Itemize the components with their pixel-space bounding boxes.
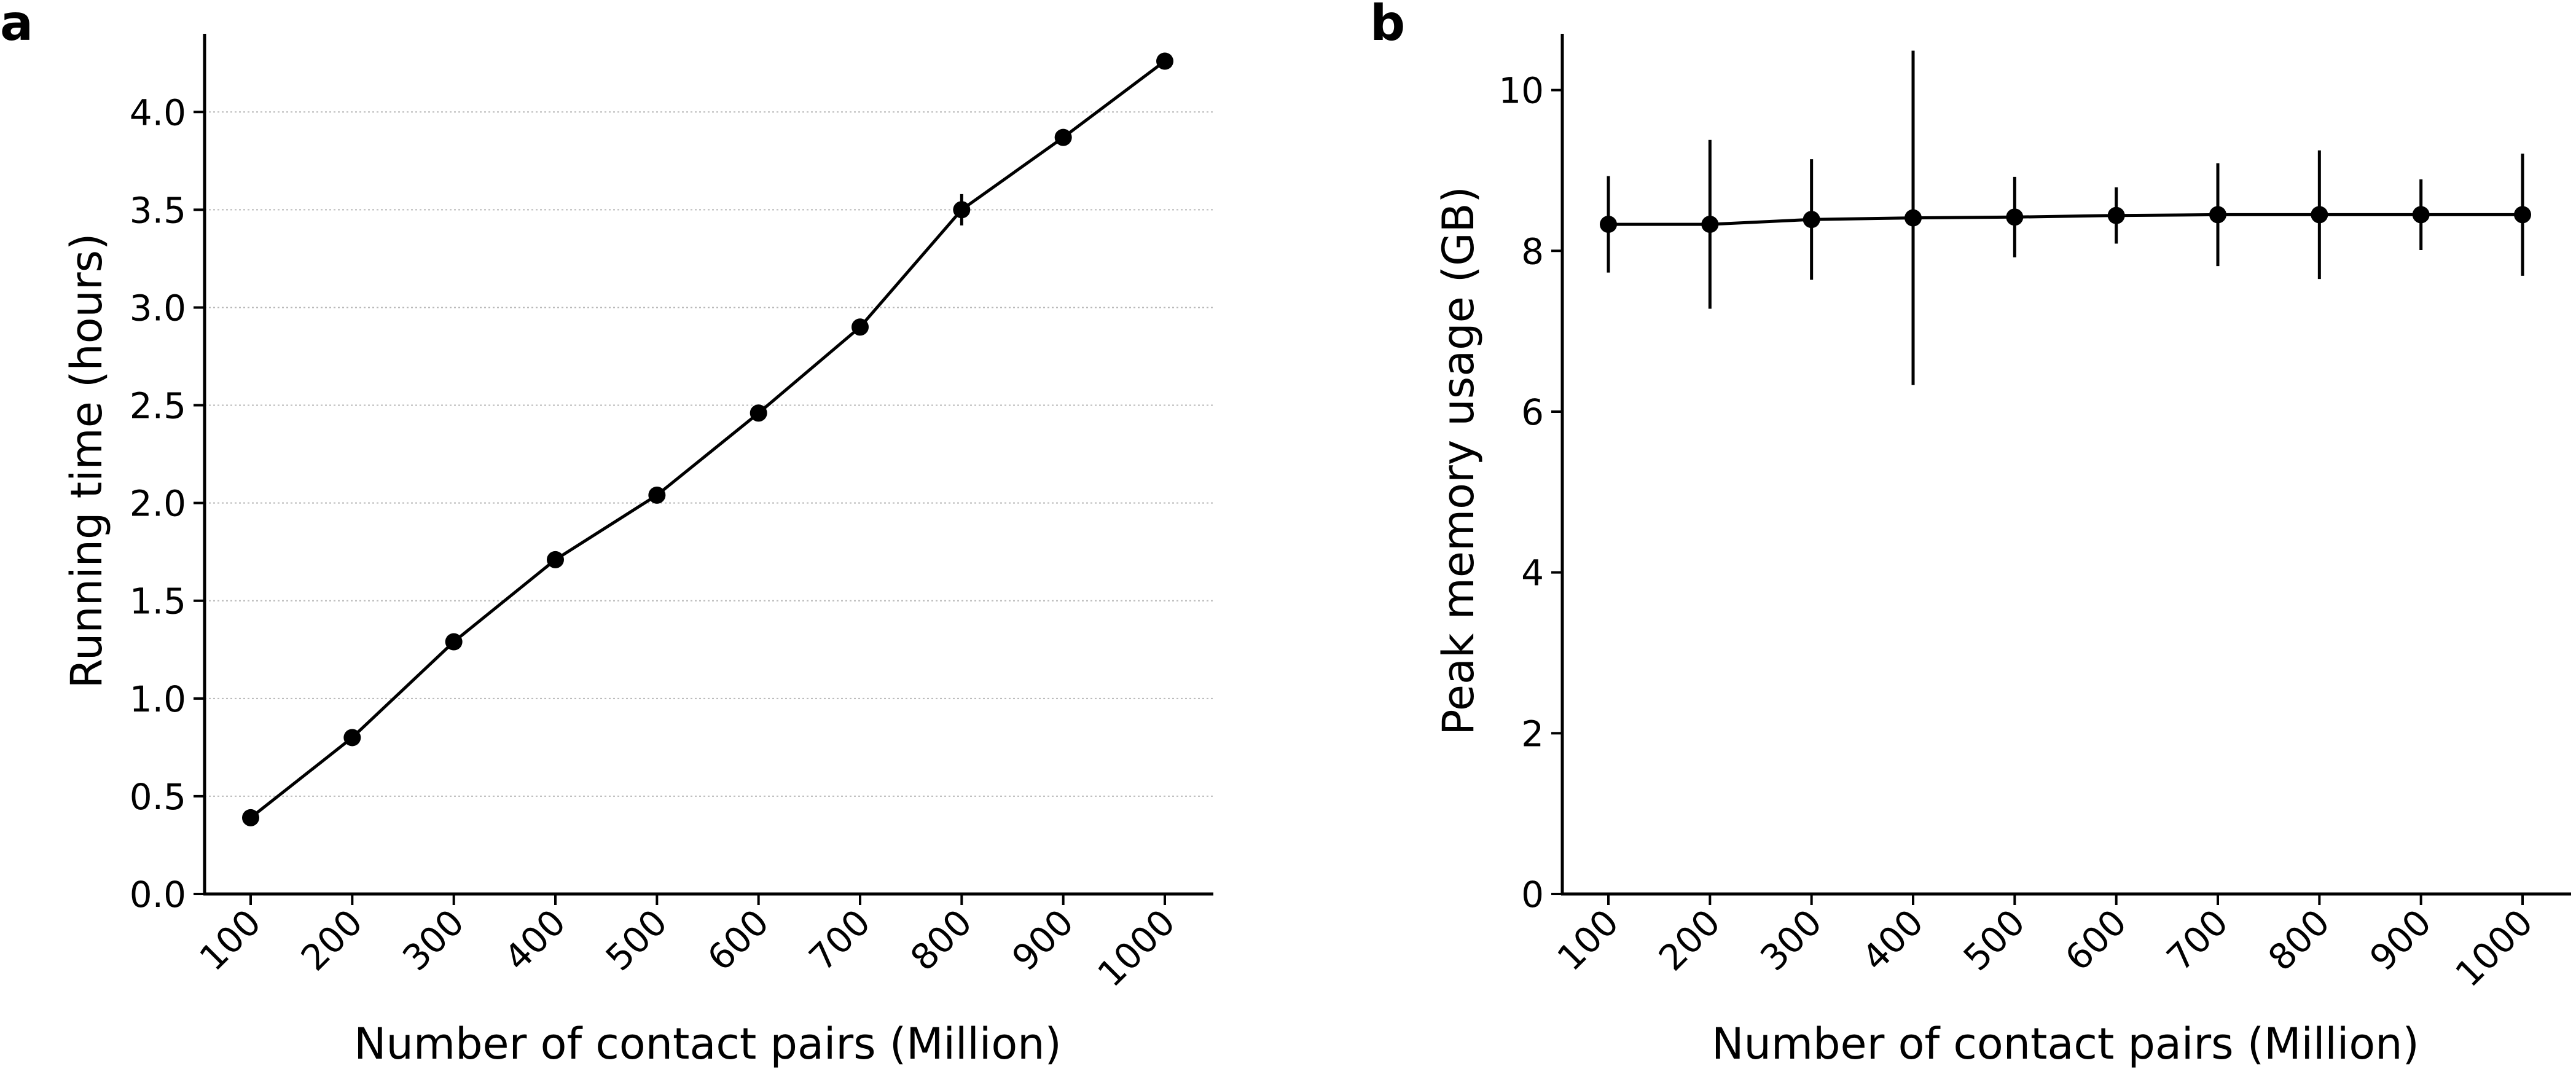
panel-a-x-tick-label: 400 — [496, 901, 574, 979]
panel-b-series-line — [1608, 213, 2523, 226]
panel-b-x-tick-label: 300 — [1752, 901, 1830, 979]
panel-b-data-point — [1701, 216, 1719, 233]
panel-a-series-line — [249, 60, 1166, 819]
panel-a-y-tick-label: 0.0 — [130, 874, 186, 915]
panel-b-y-tick-label: 2 — [1521, 713, 1544, 755]
panel-letter-a: a — [0, 0, 33, 52]
panel-b-x-tick-label: 200 — [1651, 901, 1728, 979]
panel-letter-b: b — [1370, 0, 1405, 52]
panel-a-y-tick-label: 0.5 — [130, 776, 186, 818]
panel-a-x-tick-label: 300 — [394, 901, 472, 979]
panel-a-data-point — [648, 486, 666, 504]
panel-a-x-tick-label: 200 — [293, 901, 370, 979]
panel-a-running-time: a 0.0 0.5 1.0 1.5 2.0 2.5 3.0 3.5 4.0 100 200 300 40… — [0, 0, 1213, 1069]
panel-a-y-tick-label: 3.5 — [130, 189, 186, 231]
panel-a-y-tick-label: 1.5 — [130, 581, 186, 622]
panel-b-x-tick-label: 400 — [1854, 901, 1932, 979]
panel-b-data-point — [1905, 209, 1922, 227]
panel-a-y-tick-label: 3.0 — [130, 287, 186, 329]
panel-b-x-axis-title: Number of contact pairs (Million) — [1712, 1019, 2419, 1069]
panel-b-y-tick-label: 8 — [1521, 230, 1544, 272]
panel-b-y-tick-label: 4 — [1521, 552, 1544, 594]
panel-a-x-axis-title: Number of contact pairs (Million) — [354, 1019, 1062, 1069]
panel-b-y-tick-label: 10 — [1498, 70, 1544, 112]
panel-b-y-axis-title: Peak memory usage (GB) — [1433, 186, 1484, 735]
panel-b-x-tick-label: 500 — [1955, 901, 2033, 979]
panel-b-x-tick-label: 900 — [2362, 901, 2439, 979]
panel-b-data-point — [2107, 206, 2125, 224]
panel-a-x-tick-label: 500 — [598, 901, 675, 979]
panel-a-data-point — [1156, 52, 1173, 70]
panel-a-x-tick-label: 1000 — [1089, 901, 1183, 995]
panel-b-x-tick-label: 1000 — [2447, 901, 2540, 995]
panel-b-data-point — [2209, 206, 2226, 224]
panel-a-data-point — [1054, 128, 1072, 146]
panel-a-y-axis-title: Running time (hours) — [61, 233, 112, 689]
panel-b-data-point — [2311, 206, 2328, 224]
panel-a-y-tick-label: 2.5 — [130, 385, 186, 427]
panel-a-data-point — [851, 318, 869, 336]
panel-a-grid — [205, 111, 1213, 797]
panel-a-data-point — [953, 201, 971, 219]
panel-a-data-point — [445, 633, 463, 651]
panel-b-series — [1600, 50, 2531, 385]
panel-b-peak-memory: b 0 2 4 6 8 10 100 200 300 400 500 600 700 800 900 1000… — [1370, 0, 2571, 1069]
panel-a-series — [242, 52, 1173, 826]
panel-b-data-point — [1803, 211, 1820, 229]
panel-a-x-tick-label: 100 — [192, 901, 269, 979]
panel-b-x-tick-label: 600 — [2057, 901, 2134, 979]
panel-a-data-point — [547, 551, 564, 568]
panel-a-data-point — [750, 404, 767, 422]
panel-a-data-point — [343, 729, 361, 747]
panel-a-x-tick-label: 800 — [902, 901, 980, 979]
panel-b-data-point — [1600, 216, 1617, 233]
panel-b-x-tick-label: 800 — [2260, 901, 2338, 979]
panel-a-y-tick-label: 2.0 — [130, 483, 186, 525]
panel-a-x-tick-label: 700 — [801, 901, 879, 979]
panel-b-data-point — [2514, 206, 2531, 224]
panel-a-axes: 0.0 0.5 1.0 1.5 2.0 2.5 3.0 3.5 4.0 100 200 300 400 5… — [130, 34, 1213, 995]
panel-a-y-tick-label: 4.0 — [130, 92, 186, 133]
panel-b-data-point — [2412, 206, 2430, 224]
panel-b-axes: 0 2 4 6 8 10 100 200 300 400 500 600 700 800 900 1000 — [1498, 34, 2571, 995]
panel-a-data-point — [242, 809, 259, 826]
panel-a-x-tick-label: 600 — [699, 901, 777, 979]
panel-b-y-tick-label: 0 — [1521, 874, 1544, 915]
panel-b-y-tick-label: 6 — [1521, 391, 1544, 433]
panel-a-x-tick-label: 900 — [1004, 901, 1081, 979]
panel-b-x-tick-label: 100 — [1549, 901, 1627, 979]
panel-b-data-point — [2006, 208, 2024, 226]
panel-b-x-tick-label: 700 — [2159, 901, 2236, 979]
panel-a-y-tick-label: 1.0 — [130, 678, 186, 720]
